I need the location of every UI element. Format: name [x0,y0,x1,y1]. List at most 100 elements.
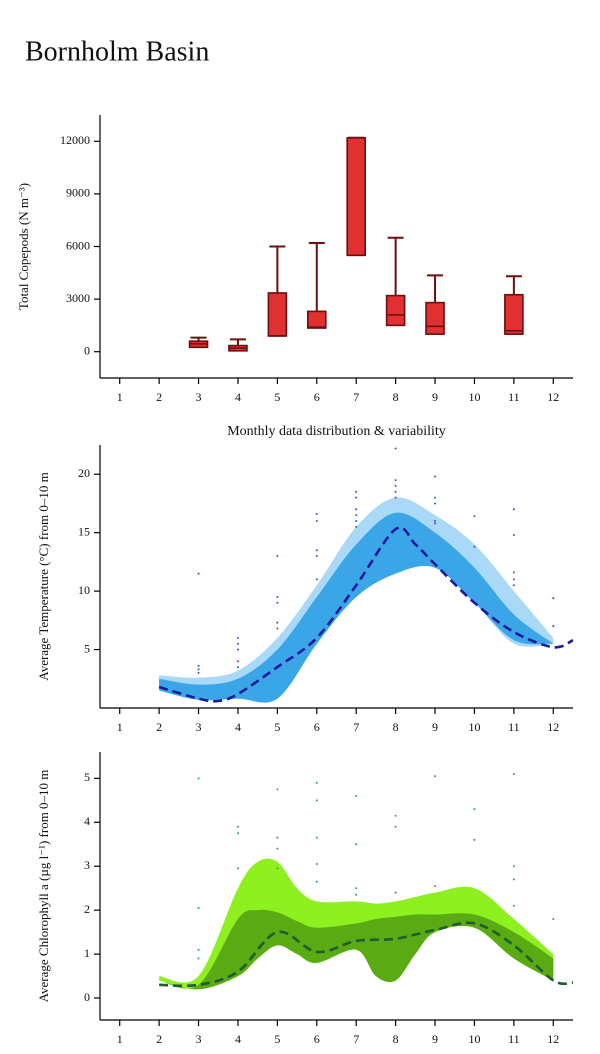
data-point [276,621,279,624]
data-point [315,781,318,784]
data-point [315,512,318,515]
x-tick-label: 2 [156,390,162,404]
data-point [355,519,358,522]
x-tick-label: 3 [196,720,202,734]
data-point [197,957,200,960]
x-tick-label: 6 [314,1032,320,1046]
data-point [236,832,239,835]
data-point [197,906,200,909]
y-tick-label: 9000 [66,186,90,200]
x-tick-label: 8 [393,390,399,404]
x-tick-label: 9 [432,1032,438,1046]
data-point [355,794,358,797]
x-tick-label: 10 [468,1032,480,1046]
band [159,909,554,990]
x-tick-label: 8 [393,720,399,734]
x-tick-label: 4 [235,720,241,734]
data-point [473,808,476,811]
data-point [473,545,476,548]
y-tick-label: 12000 [60,133,90,147]
data-point [315,578,318,581]
x-tick-label: 10 [468,720,480,734]
data-point [276,836,279,839]
x-tick-label: 1 [117,720,123,734]
data-point [315,549,318,552]
data-point [276,601,279,604]
x-tick-label: 1 [117,1032,123,1046]
box [346,136,367,257]
data-point [315,519,318,522]
data-point [394,825,397,828]
data-point [512,865,515,868]
data-point [355,525,358,528]
data-point [276,847,279,850]
page-title: Bornholm Basin [25,36,209,67]
data-point [473,838,476,841]
y-tick-label: 0 [84,343,90,357]
x-axis-label: Monthly data distribution & variability [227,424,446,439]
data-point [512,904,515,907]
x-tick-label: 11 [508,390,520,404]
y-tick-label: 5 [84,641,90,655]
x-tick-label: 10 [468,390,480,404]
data-point [394,814,397,817]
x-tick-label: 1 [117,390,123,404]
data-point [355,843,358,846]
x-tick-label: 11 [508,1032,520,1046]
data-point [236,867,239,870]
data-point [512,878,515,881]
x-tick-label: 7 [353,720,359,734]
data-point [276,788,279,791]
data-point [473,515,476,518]
data-point [276,627,279,630]
y-tick-label: 20 [78,466,90,480]
y-axis-label: Total Copepods (N m⁻³) [16,183,31,310]
y-tick-label: 0 [84,990,90,1004]
x-tick-label: 9 [432,390,438,404]
box [385,294,406,327]
y-tick-label: 15 [78,524,90,538]
data-point [512,578,515,581]
y-tick-label: 3000 [66,291,90,305]
data-point [276,595,279,598]
data-point [394,496,397,499]
x-tick-label: 11 [508,720,520,734]
data-point [315,863,318,866]
data-point [512,772,515,775]
data-point [355,496,358,499]
data-point [394,484,397,487]
x-tick-label: 6 [314,390,320,404]
data-point [434,775,437,778]
y-tick-label: 6000 [66,238,90,252]
y-tick-label: 1 [84,946,90,960]
data-point [355,887,358,890]
data-point [355,490,358,493]
data-point [552,917,555,920]
data-point [197,572,200,575]
x-tick-label: 5 [274,390,280,404]
data-point [197,777,200,780]
x-tick-label: 2 [156,1032,162,1046]
data-point [236,642,239,645]
y-tick-label: 5 [84,770,90,784]
data-point [197,664,200,667]
data-point [315,799,318,802]
box [306,310,327,329]
y-tick-label: 3 [84,858,90,872]
data-point [236,660,239,663]
data-point [197,671,200,674]
box [267,292,288,337]
mean-line [158,526,574,703]
data-point [236,825,239,828]
data-point [552,625,555,628]
x-tick-label: 12 [547,720,559,734]
data-point [355,514,358,517]
box [425,301,445,335]
mean-line [159,921,574,988]
data-point [434,522,437,525]
data-point [512,571,515,574]
data-point [276,555,279,558]
x-tick-label: 6 [314,720,320,734]
data-point [394,490,397,493]
